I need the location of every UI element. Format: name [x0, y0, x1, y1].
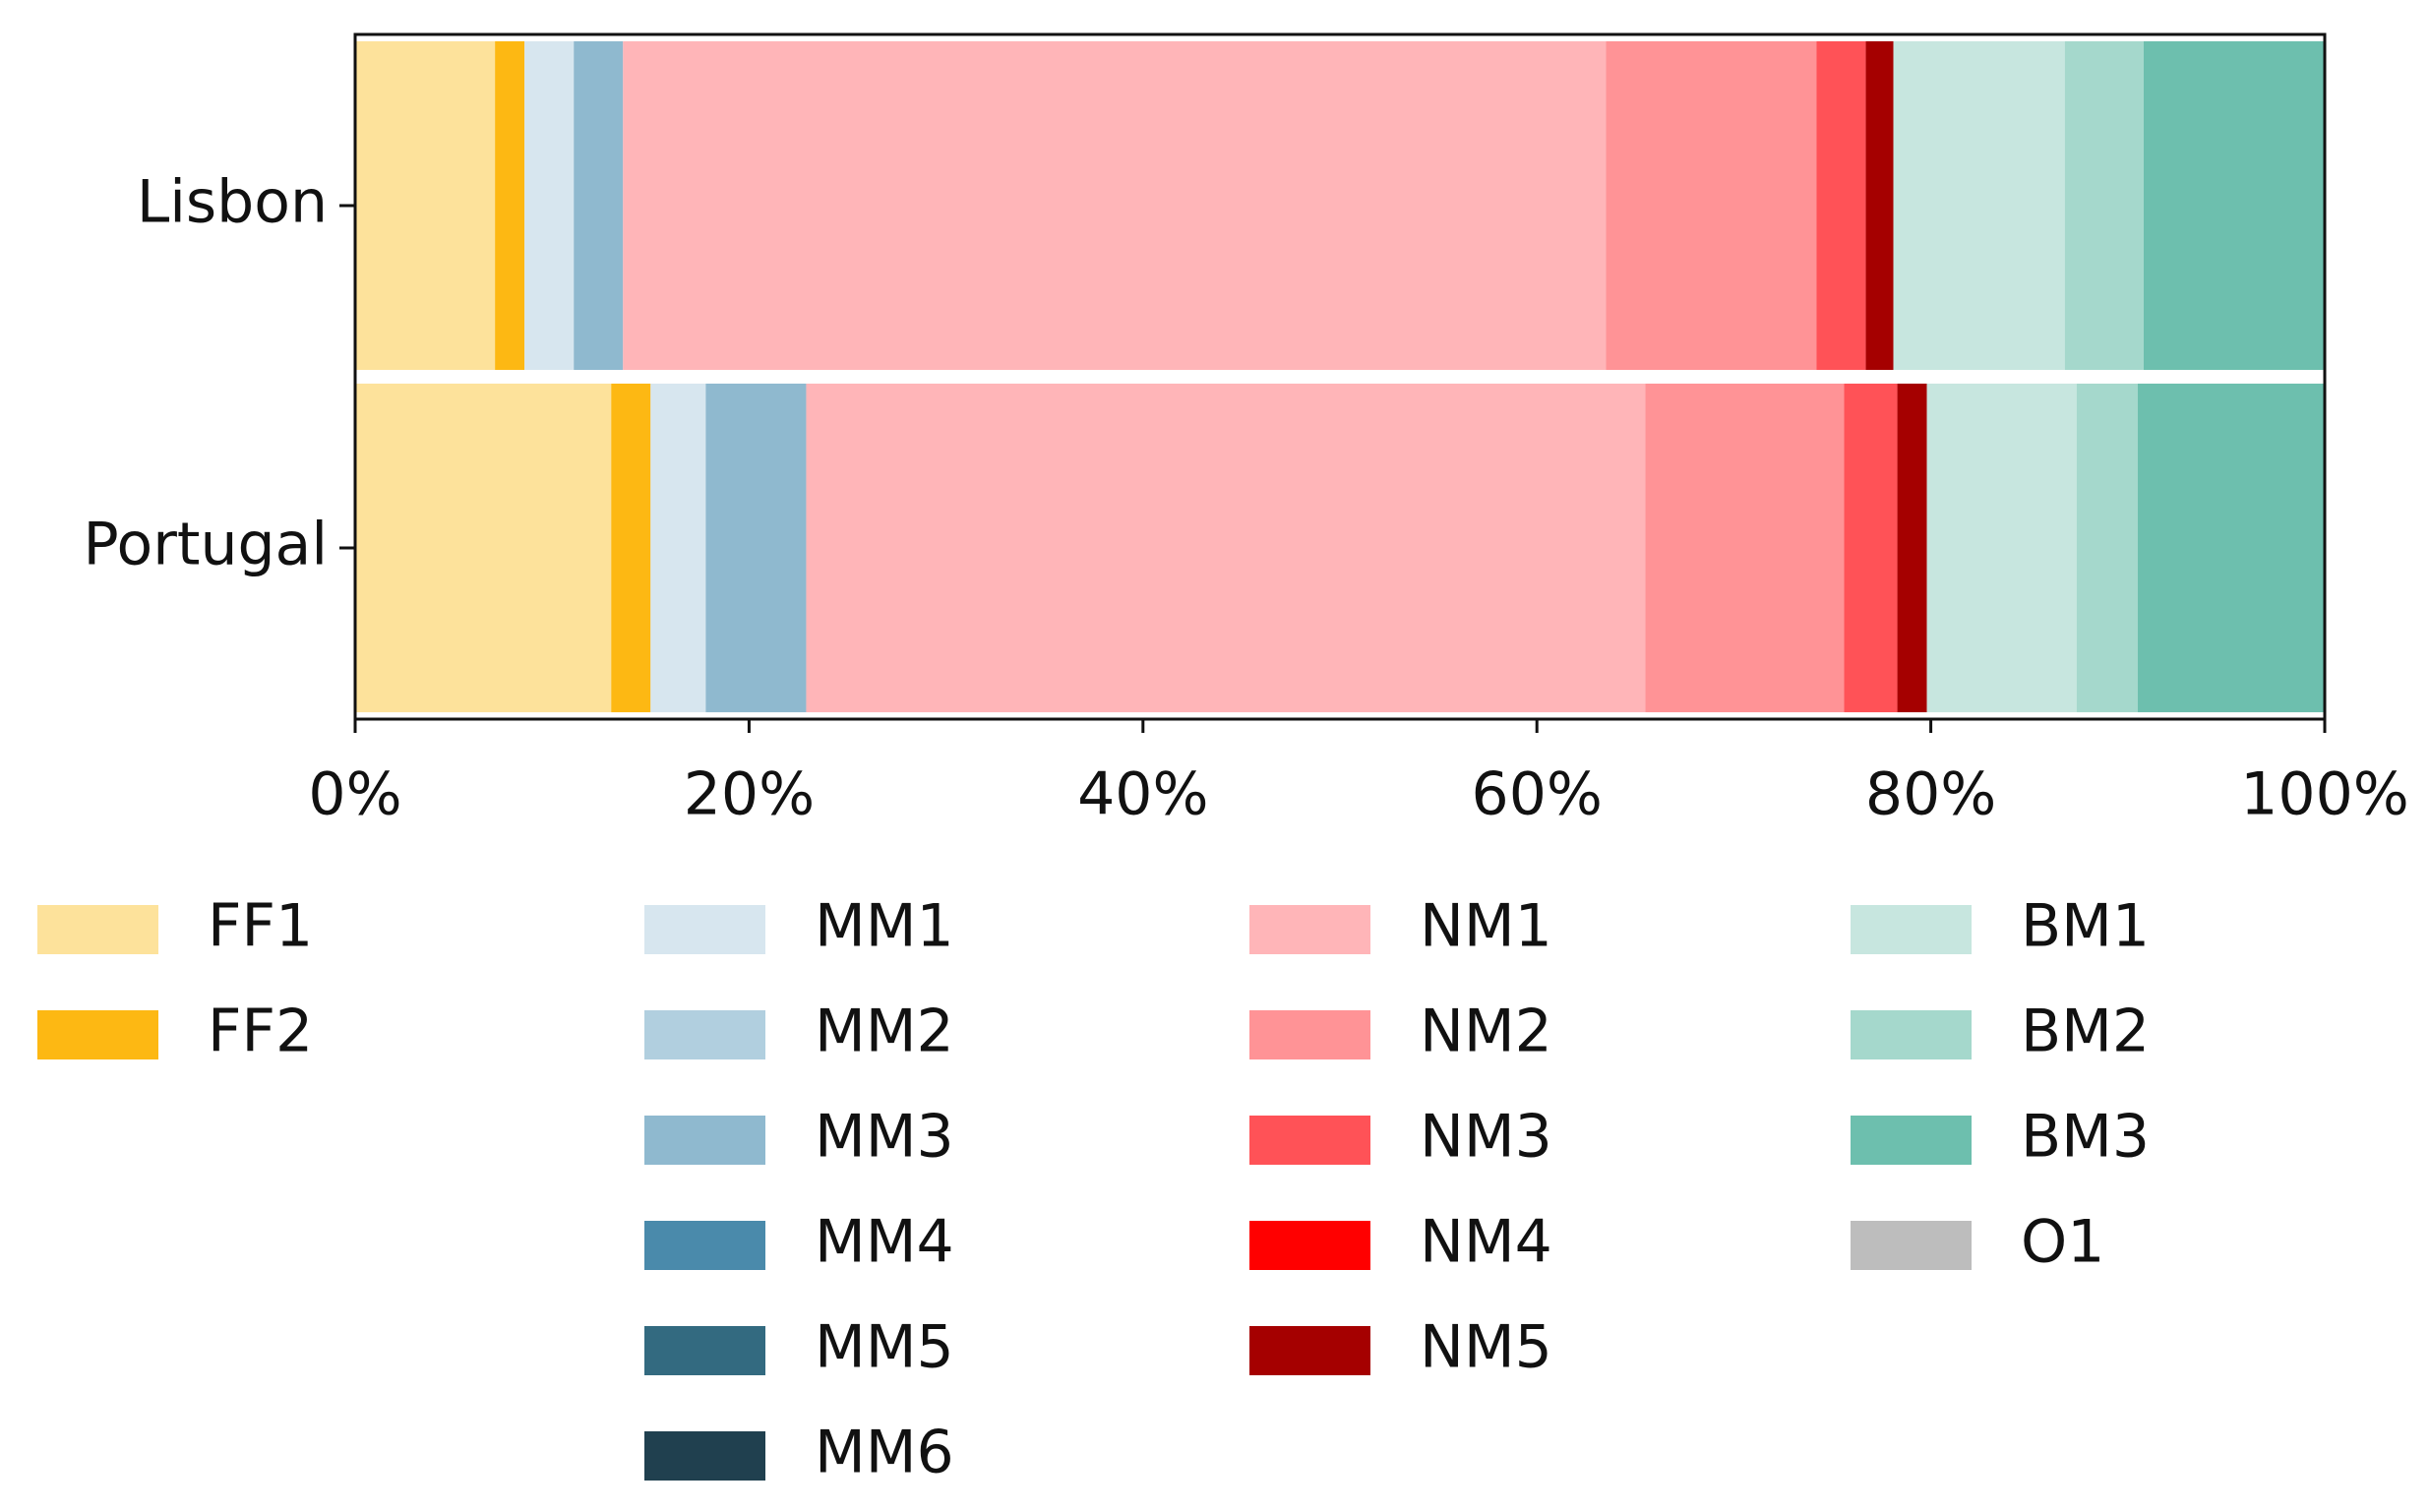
- bar-segment: [1606, 40, 1817, 371]
- legend-swatch: [644, 1010, 765, 1059]
- y-tick-label: Portugal: [84, 511, 329, 579]
- legend-label: NM2: [1420, 998, 1552, 1066]
- legend-label: FF2: [208, 998, 313, 1066]
- x-tick-label: 40%: [1077, 760, 1208, 829]
- bar-segment: [1645, 383, 1845, 713]
- bar-segment: [2076, 383, 2138, 713]
- legend-swatch: [1249, 1326, 1370, 1375]
- x-tick-label: 0%: [308, 760, 401, 829]
- legend-label: BM2: [2021, 998, 2150, 1066]
- legend-label: MM2: [815, 998, 954, 1066]
- bar-segment: [1844, 383, 1898, 713]
- bar-segment: [1893, 40, 2065, 371]
- bar-segment: [495, 40, 525, 371]
- bar-segment: [705, 383, 807, 713]
- legend-swatch: [1851, 1221, 1972, 1270]
- legend-swatch: [644, 1221, 765, 1270]
- legend-swatch: [644, 1116, 765, 1165]
- x-tick-label: 80%: [1865, 760, 1996, 829]
- legend-swatch: [1851, 905, 1972, 954]
- bar-segment: [2064, 40, 2144, 371]
- legend-label: FF1: [208, 892, 313, 961]
- legend-label: NM5: [1420, 1313, 1552, 1382]
- bar-segment: [1897, 383, 1927, 713]
- bar-segment: [2137, 383, 2325, 713]
- legend-label: MM3: [815, 1103, 954, 1172]
- legend-swatch: [1249, 905, 1370, 954]
- legend-swatch: [37, 1010, 158, 1059]
- bar-segment: [2143, 40, 2325, 371]
- legend-label: NM3: [1420, 1103, 1552, 1172]
- legend-swatch: [1851, 1116, 1972, 1165]
- bar-segment: [355, 40, 496, 371]
- bar-segment: [650, 383, 706, 713]
- legend-label: MM5: [815, 1313, 954, 1382]
- legend-swatch: [1851, 1010, 1972, 1059]
- legend-swatch: [644, 905, 765, 954]
- legend-label: NM4: [1420, 1208, 1552, 1277]
- x-tick-label: 60%: [1472, 760, 1603, 829]
- legend-label: O1: [2021, 1208, 2104, 1277]
- bar-segment: [574, 40, 624, 371]
- legend-label: MM6: [815, 1419, 954, 1487]
- plot-frame: [353, 32, 2327, 721]
- bar-segment: [355, 383, 612, 713]
- legend-label: MM4: [815, 1208, 954, 1277]
- legend-label: BM3: [2021, 1103, 2150, 1172]
- legend-swatch: [1249, 1010, 1370, 1059]
- x-tick-label: 100%: [2240, 760, 2409, 829]
- legend-label: MM1: [815, 892, 954, 961]
- legend-swatch: [37, 905, 158, 954]
- legend-swatch: [644, 1326, 765, 1375]
- legend-label: BM1: [2021, 892, 2150, 961]
- y-tick-label: Lisbon: [137, 168, 328, 237]
- x-tick-label: 20%: [684, 760, 815, 829]
- bar-segment: [524, 40, 575, 371]
- bar-segment: [806, 383, 1646, 713]
- bar-segment: [1926, 383, 2077, 713]
- legend-swatch: [1249, 1116, 1370, 1165]
- bar-segment: [623, 40, 1607, 371]
- bar-segment: [611, 383, 651, 713]
- bar-segment: [1816, 40, 1866, 371]
- legend-swatch: [1249, 1221, 1370, 1270]
- bar-segment: [1865, 40, 1894, 371]
- legend-swatch: [644, 1431, 765, 1481]
- legend-label: NM1: [1420, 892, 1552, 961]
